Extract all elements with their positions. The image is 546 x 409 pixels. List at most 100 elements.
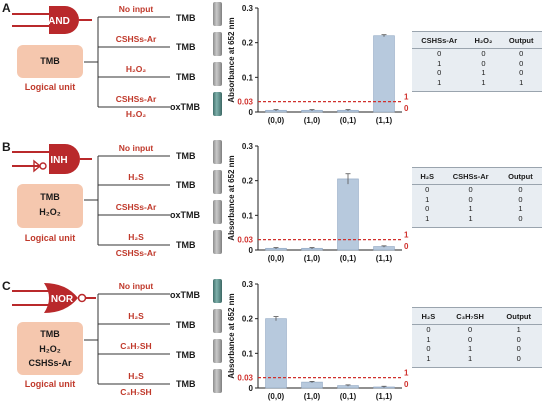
y-tick-label: 0.3 bbox=[242, 280, 254, 289]
table-cell: 0 bbox=[468, 334, 473, 344]
branch-output-2: TMB bbox=[176, 180, 196, 190]
y-axis-label: Absorbance at 652 nm bbox=[227, 293, 236, 378]
panel-letter: C bbox=[2, 279, 11, 293]
table-row: 0 0 1 bbox=[412, 325, 542, 335]
x-tick-label: (1,1) bbox=[376, 116, 393, 125]
branch-input-3: C₃H₇SH bbox=[120, 341, 152, 351]
branch-input-4b: C₃H₇SH bbox=[120, 387, 152, 397]
branch-input-2: H₂S bbox=[128, 172, 144, 182]
table-cell: 0 bbox=[425, 185, 430, 194]
table-cell: 1 bbox=[412, 353, 445, 368]
table-header: CSHSs-Ar bbox=[412, 31, 467, 49]
y-tick-label: 0 bbox=[249, 246, 254, 255]
threshold-below-label: 0 bbox=[404, 380, 409, 389]
table-cell: 1 bbox=[500, 77, 542, 92]
vial-image bbox=[213, 2, 222, 26]
branch-output-3: TMB bbox=[176, 72, 196, 82]
branch-input-4b: CSHSs-Ar bbox=[115, 248, 157, 258]
branch-input-1: No input bbox=[118, 281, 154, 291]
threshold-label: 0.03 bbox=[237, 374, 253, 383]
vial-image bbox=[213, 230, 222, 254]
unit-caption: Logical unit bbox=[24, 233, 76, 243]
y-tick-label: 0 bbox=[249, 384, 254, 393]
table-cell: 1 bbox=[442, 213, 499, 228]
gate-label: AND bbox=[48, 16, 70, 27]
branch-output-2: TMB bbox=[176, 42, 196, 52]
y-axis-label: Absorbance at 652 nm bbox=[227, 17, 236, 102]
vial-image bbox=[213, 369, 222, 393]
branch-output-3: oxTMB bbox=[170, 210, 200, 220]
branch-input-4a: H₂S bbox=[128, 371, 144, 381]
table-cell: 0 bbox=[425, 204, 430, 213]
vial-image bbox=[213, 32, 222, 56]
x-tick-label: (0,0) bbox=[268, 254, 285, 263]
branch-input-3: CSHSs-Ar bbox=[115, 202, 157, 212]
y-tick-label: 0.1 bbox=[242, 211, 254, 220]
branch-output-1: oxTMB bbox=[170, 290, 200, 300]
x-tick-label: (1,0) bbox=[304, 392, 321, 401]
table-cell: 0 bbox=[516, 344, 521, 353]
threshold-label: 0.03 bbox=[237, 98, 253, 107]
bar-chart-b: Absorbance at 652 nm 0 0.1 0.2 0.3 (0,0) (1,0)… bbox=[227, 142, 409, 263]
branch-output-1: TMB bbox=[176, 13, 196, 23]
logical-unit-box: TMB H₂O₂ bbox=[17, 184, 83, 228]
branch-input-1: No input bbox=[118, 4, 154, 14]
unit-line: CSHSs-Ar bbox=[28, 358, 72, 368]
table-cell: 1 bbox=[437, 58, 442, 68]
vial-image bbox=[213, 309, 222, 333]
table-cell: 0 bbox=[468, 185, 473, 194]
unit-line: TMB bbox=[40, 56, 60, 66]
table-cell: 0 bbox=[468, 194, 473, 204]
branch-output-3: TMB bbox=[176, 350, 196, 360]
table-cell: 0 bbox=[437, 49, 442, 58]
table-header: CSHSs-Ar bbox=[442, 167, 499, 185]
unit-line: TMB bbox=[40, 192, 60, 202]
gate-label: NOR bbox=[51, 294, 74, 305]
table-header: C₃H₇SH bbox=[444, 307, 496, 325]
table-row: 0 0 0 bbox=[412, 49, 542, 59]
unit-line: H₂O₂ bbox=[39, 207, 61, 217]
table-row: 0 0 0 bbox=[412, 185, 542, 195]
x-tick-label: (1,1) bbox=[376, 392, 393, 401]
unit-caption: Logical unit bbox=[24, 82, 76, 92]
branch-output-4: TMB bbox=[176, 379, 196, 389]
branch-input-3: H₂O₂ bbox=[125, 64, 147, 74]
table-cell: 1 bbox=[468, 344, 473, 353]
threshold-below-label: 0 bbox=[404, 242, 409, 251]
y-tick-label: 0.1 bbox=[242, 73, 254, 82]
bar-chart-a: Absorbance at 652 nm 0 0.1 0.2 0.3 (0,0) (1,0)… bbox=[227, 4, 409, 125]
table-cell: 0 bbox=[519, 58, 524, 68]
table-cell: 0 bbox=[468, 325, 473, 334]
x-tick-label: (1,0) bbox=[304, 116, 321, 125]
bar bbox=[373, 35, 395, 113]
table-header: H₂S bbox=[412, 307, 445, 325]
x-tick-label: (0,1) bbox=[340, 116, 357, 125]
y-tick-label: 0.1 bbox=[242, 349, 254, 358]
table-cell: 1 bbox=[412, 77, 467, 92]
branch-tree bbox=[84, 293, 170, 385]
branch-input-2: CSHSs-Ar bbox=[115, 34, 157, 44]
branch-input-2: H₂S bbox=[128, 311, 144, 321]
nor-gate-icon: NOR bbox=[12, 283, 96, 313]
unit-line: H₂O₂ bbox=[39, 343, 61, 354]
panel-letter: A bbox=[2, 1, 11, 15]
table-cell: 1 bbox=[466, 77, 501, 92]
branch-output-1: TMB bbox=[176, 151, 196, 161]
table-cell: 1 bbox=[425, 194, 430, 204]
y-tick-label: 0.2 bbox=[242, 177, 254, 186]
table-header: Output bbox=[500, 31, 542, 49]
x-tick-label: (0,1) bbox=[340, 254, 357, 263]
table-row: 1 0 0 bbox=[412, 59, 542, 69]
table-cell: 1 bbox=[412, 213, 443, 228]
table-cell: 0 bbox=[426, 325, 431, 334]
table-cell: 1 bbox=[516, 325, 521, 334]
branch-tree bbox=[84, 155, 170, 246]
vial-image bbox=[213, 339, 222, 363]
table-cell: 0 bbox=[481, 58, 486, 68]
